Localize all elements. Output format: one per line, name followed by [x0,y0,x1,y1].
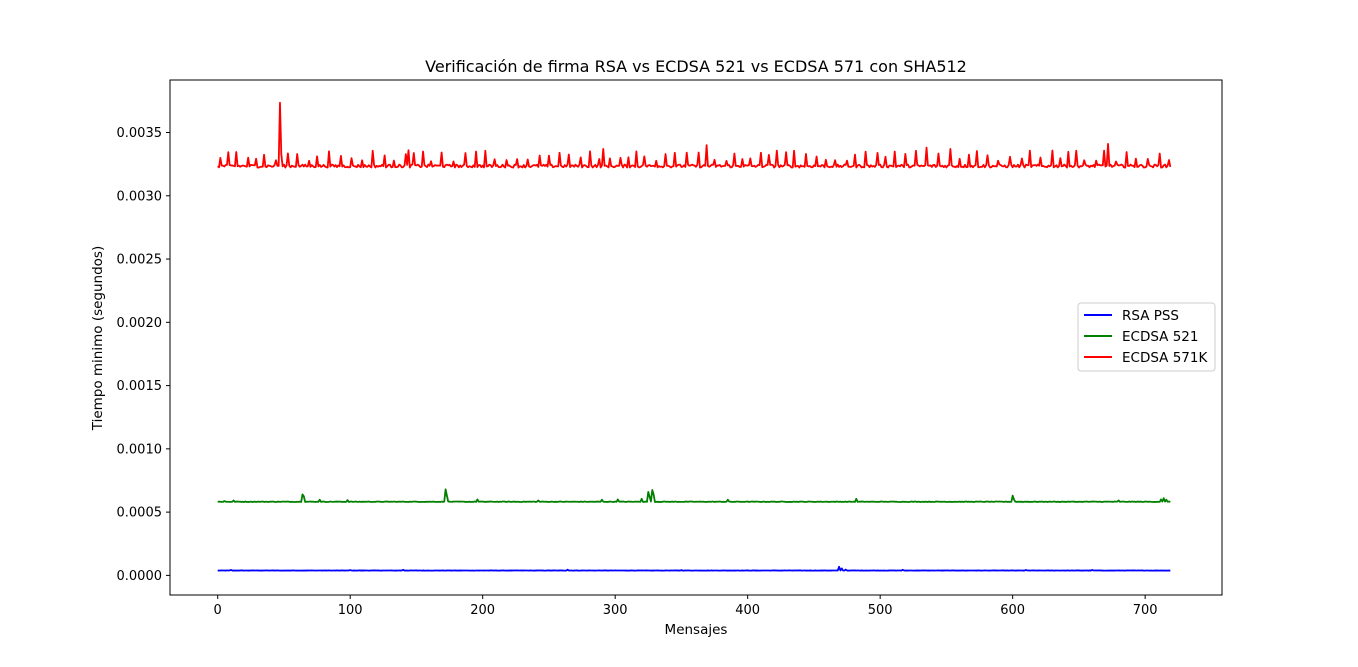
legend-label: ECDSA 521 [1122,329,1198,345]
plot-frame [169,79,1223,596]
legend-label: RSA PSS [1122,308,1179,324]
x-tick-label: 100 [338,603,363,618]
series-line-1 [217,488,1171,503]
x-tick-label: 500 [868,603,893,618]
x-tick-label: 300 [603,603,628,618]
x-tick-label: 600 [1000,603,1025,618]
y-tick-label: 0.0005 [117,506,163,521]
y-axis: 0.0000 0.0005 0.0010 0.0015 0.0020 0.0025 0.00… [117,126,170,584]
y-tick-label: 0.0015 [117,379,163,394]
series-layer [217,101,1172,572]
y-tick-label: 0.0020 [117,316,163,331]
chart-title: Verificación de firma RSA vs ECDSA 521 v… [425,57,967,76]
series-line-0 [217,565,1171,572]
x-tick-label: 700 [1133,603,1158,618]
x-tick-label: 400 [735,603,760,618]
y-tick-label: 0.0025 [117,253,163,268]
y-axis-label: Tiempo minimo (segundos) [90,246,106,432]
legend-box [1077,302,1216,372]
x-tick-label: 200 [470,603,495,618]
y-tick-label: 0.0035 [117,126,163,141]
legend: RSA PSS ECDSA 521 ECDSA 571K [1077,302,1216,372]
y-tick-label: 0.0030 [117,189,163,204]
series-line-2 [217,101,1172,169]
y-tick-label: 0.0010 [117,442,163,457]
x-tick-label: 0 [214,603,222,618]
x-axis-label: Mensajes [665,622,728,638]
y-tick-label: 0.0000 [117,569,163,584]
legend-label: ECDSA 571K [1122,350,1208,366]
x-axis: 0 100 200 300 400 500 600 700 [214,595,1158,618]
